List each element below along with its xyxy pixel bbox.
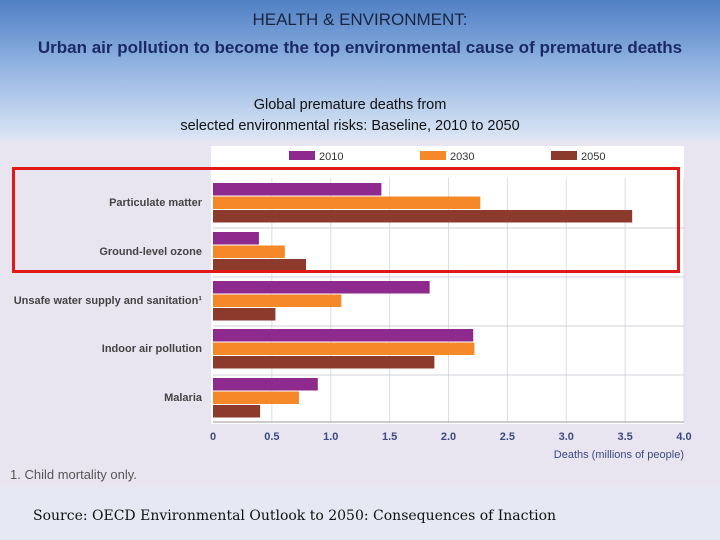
bar-2030-1 [213,245,285,258]
bar-2050-4 [213,405,261,418]
legend-label-2010: 2010 [319,151,343,163]
header-banner [0,0,720,140]
category-label: Indoor air pollution [102,343,202,355]
chart-title-line1: Global premature deaths from [253,97,447,113]
source-footer [0,487,720,540]
bar-2030-3 [213,342,475,355]
category-label: Particulate matter [109,197,203,209]
source-text: Source: OECD Environmental Outlook to 20… [33,508,557,524]
bar-2010-0 [213,183,382,196]
x-tick-label: 1.0 [323,431,338,443]
x-tick-label: 3.0 [559,431,574,443]
chart-title-line2: selected environmental risks: Baseline, … [180,118,520,134]
bar-2050-0 [213,210,633,223]
chart-title: Global premature deaths from selected en… [0,95,700,137]
legend-label-2050: 2050 [581,151,605,163]
legend-label-2030: 2030 [450,151,474,163]
slide-subtitle: Urban air pollution to become the top en… [37,38,683,57]
footnote: 1. Child mortality only. [10,467,137,482]
x-tick-label: 0.5 [264,431,279,443]
slide-title: HEALTH & ENVIRONMENT: [252,10,468,29]
x-tick-label: 0 [210,431,216,443]
x-axis-title: Deaths (millions of people) [554,449,684,461]
x-tick-label: 1.5 [382,431,397,443]
bar-2010-1 [213,232,259,245]
bar-2050-3 [213,356,435,369]
legend-swatch-2050 [551,151,577,160]
category-label: Unsafe water supply and sanitation¹ [14,295,203,307]
category-label: Ground-level ozone [99,246,202,258]
bar-2010-2 [213,281,430,294]
bar-chart: 2010 2030 2050 Particulate matter Ground-lev… [14,151,692,461]
legend-swatch-2010 [289,151,315,160]
bar-2010-3 [213,329,474,342]
bar-2030-0 [213,196,481,209]
bar-2010-4 [213,378,318,391]
x-tick-label: 2.0 [441,431,456,443]
bar-2030-4 [213,391,299,404]
x-tick-label: 4.0 [676,431,691,443]
x-tick-label: 2.5 [500,431,515,443]
category-label: Malaria [164,392,203,404]
x-tick-label: 3.5 [617,431,632,443]
bar-2050-2 [213,308,276,321]
legend-swatch-2030 [420,151,446,160]
bar-2050-1 [213,259,307,272]
highlight-box [12,167,680,273]
bar-2030-2 [213,294,342,307]
